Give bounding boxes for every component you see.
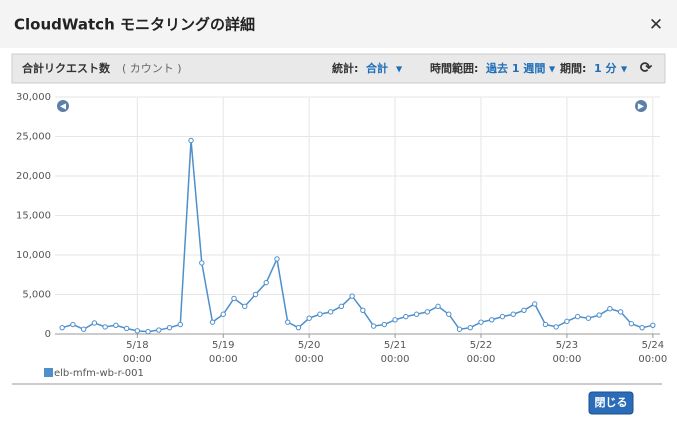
data-point	[70, 321, 76, 328]
data-point	[499, 313, 506, 320]
header-bar	[0, 0, 677, 48]
data-point	[478, 319, 484, 325]
data-point	[113, 322, 119, 329]
dropdown-arrow[interactable]: ▼	[549, 65, 556, 74]
data-point	[435, 303, 441, 310]
x-tick-label: 5/22 00:00	[466, 340, 496, 365]
data-point	[585, 315, 592, 321]
data-point	[413, 311, 420, 317]
statistic-label: 統計:	[332, 61, 358, 75]
period-select[interactable]: 1 分	[594, 61, 616, 75]
data-line	[61, 140, 654, 333]
data-point	[284, 319, 291, 325]
data-point	[156, 327, 162, 333]
x-tick-label: 5/24 00:00	[638, 340, 668, 365]
y-tick-label: 10,000	[16, 250, 51, 261]
data-point	[209, 319, 216, 325]
range-label: 時間範囲:	[430, 61, 478, 75]
data-point	[274, 256, 280, 262]
data-point	[295, 324, 302, 331]
data-point	[574, 313, 581, 320]
data-point	[166, 324, 173, 331]
data-point	[177, 321, 183, 328]
data-point	[199, 260, 205, 266]
data-point	[532, 301, 538, 307]
close-button[interactable]	[588, 391, 634, 415]
y-tick-label: 25,000	[16, 132, 51, 143]
data-point	[145, 328, 151, 335]
dropdown-arrow[interactable]: ▼	[396, 65, 403, 74]
data-point	[510, 311, 516, 317]
data-point	[456, 326, 463, 332]
data-point	[424, 309, 431, 315]
data-point	[306, 315, 312, 321]
data-point	[220, 311, 226, 317]
data-point	[263, 279, 269, 286]
data-point	[542, 321, 549, 328]
scroll-right-icon[interactable]: ▶	[638, 102, 645, 111]
data-point	[403, 313, 409, 320]
data-point	[349, 293, 355, 299]
range-select[interactable]: 過去 1 週間	[485, 61, 545, 75]
x-tick-label: 5/20 00:00	[294, 340, 324, 365]
data-point	[360, 307, 366, 313]
scroll-left[interactable]	[57, 100, 69, 112]
refresh-icon[interactable]: ⟳	[640, 59, 653, 77]
data-point	[134, 328, 141, 334]
data-point	[553, 324, 559, 330]
data-point	[59, 324, 65, 331]
data-point	[650, 322, 656, 329]
x-tick-label: 5/21 00:00	[380, 340, 410, 365]
dropdown-arrow[interactable]: ▼	[621, 65, 628, 74]
y-tick-label: 15,000	[16, 211, 51, 222]
y-tick-label: 0	[45, 329, 51, 340]
data-point	[91, 320, 98, 326]
data-point	[564, 318, 570, 325]
y-tick-label: 20,000	[16, 171, 51, 182]
statistic-select[interactable]: 合計	[366, 61, 388, 75]
data-point	[231, 295, 237, 302]
y-tick-label: 5,000	[22, 290, 51, 301]
period-label: 期間:	[560, 61, 586, 75]
data-point	[381, 321, 388, 328]
data-point	[252, 291, 259, 298]
dialog-title: CloudWatch モニタリングの詳細	[14, 16, 255, 34]
data-point	[188, 137, 194, 144]
legend-label: elb-mfm-wb-r-001	[54, 368, 144, 379]
data-point	[123, 325, 130, 332]
data-point	[628, 321, 635, 327]
data-point	[370, 323, 377, 329]
legend-swatch	[44, 368, 53, 377]
close-button-label[interactable]: 閉じる	[595, 396, 628, 409]
data-point	[317, 311, 323, 317]
data-point	[338, 303, 345, 310]
metric-unit: ( カウント )	[122, 62, 182, 75]
scroll-left-icon[interactable]: ◀	[60, 102, 67, 111]
data-point	[392, 317, 398, 323]
data-point	[639, 324, 645, 331]
data-point	[102, 324, 108, 330]
data-point	[242, 303, 248, 310]
metric-name: 合計リクエスト数	[22, 61, 111, 75]
data-point	[489, 317, 495, 323]
x-tick-label: 5/18 00:00	[122, 340, 152, 365]
y-tick-label: 30,000	[16, 92, 51, 103]
data-point	[467, 324, 473, 331]
scroll-right[interactable]	[635, 100, 647, 112]
data-point	[446, 311, 452, 317]
x-tick-label: 5/19 00:00	[208, 340, 238, 365]
close-icon[interactable]: ✕	[649, 15, 663, 35]
data-point	[596, 312, 602, 318]
data-point	[80, 326, 87, 332]
toolbar	[11, 53, 666, 84]
data-point	[607, 306, 613, 312]
data-point	[327, 309, 334, 315]
x-tick-label: 5/23 00:00	[552, 340, 582, 365]
data-point	[521, 307, 527, 313]
data-point	[617, 309, 624, 315]
